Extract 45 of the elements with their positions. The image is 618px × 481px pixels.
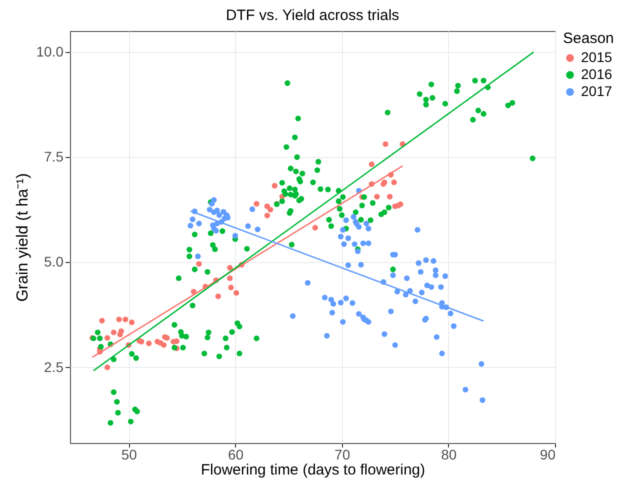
point [99,318,105,324]
x-tick-label: 60 [228,446,244,462]
point [128,320,135,326]
point [268,206,274,212]
x-tick-label: 80 [441,446,457,462]
point [391,180,397,186]
x-axis-title: Flowering time (days to flowering) [200,462,426,478]
legend-title: Season [563,30,614,47]
point [227,275,233,282]
point [386,194,393,200]
point [110,330,117,336]
point [122,316,128,322]
point [146,340,152,346]
point [228,284,234,290]
point [254,200,260,207]
point [312,224,318,231]
point [227,264,233,271]
point [264,203,270,210]
point [116,316,122,322]
point [138,338,144,345]
chart-title: DTF vs. Yield across trials [226,7,400,24]
point [382,141,388,147]
y-tick-label: 7.5 [44,148,64,165]
point [104,364,110,370]
y-axis-title: Grain yield (t ha⁻¹) [14,173,32,302]
x-tick-label: 90 [540,446,556,462]
point [118,328,124,334]
x-tick-label: 50 [121,446,138,462]
y-tick-label: 5.0 [44,254,64,270]
point [398,201,404,208]
x-tick-label: 70 [334,446,350,462]
point [374,194,380,200]
point [272,182,278,189]
legend-label: 2017 [581,83,612,99]
point [160,342,167,348]
legend-label: 2016 [581,66,612,82]
point [233,290,240,296]
y-tick-label: 10.0 [36,44,64,60]
point [264,212,270,218]
y-tick-label: 2.5 [44,358,64,375]
legend-label: 2015 [581,49,612,65]
point [215,293,221,300]
point [196,261,202,267]
point [104,335,110,341]
point [368,161,374,168]
